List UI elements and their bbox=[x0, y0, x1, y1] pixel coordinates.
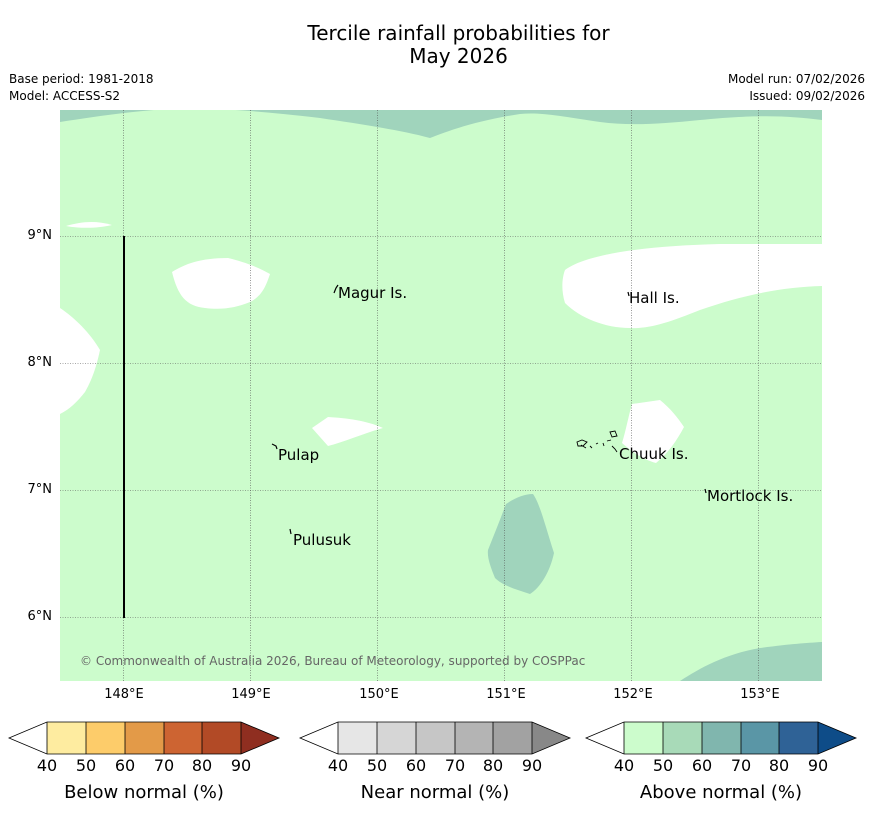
no-signal-hall-area bbox=[562, 244, 822, 329]
below-swatch-80-90 bbox=[202, 722, 241, 754]
issued-date: Issued: 09/02/2026 bbox=[749, 89, 865, 103]
near-swatch-under-40 bbox=[300, 722, 338, 754]
near-swatch-50-60 bbox=[377, 722, 416, 754]
island-pulusuk bbox=[289, 528, 292, 535]
below-normal-label: Below normal (%) bbox=[64, 782, 224, 803]
model-run: Model run: 07/02/2026 bbox=[727, 72, 865, 86]
shade-above-50-60-east-south bbox=[680, 642, 822, 681]
title-line-1: Tercile rainfall probabilities for bbox=[307, 21, 610, 45]
near-tick-70: 70 bbox=[445, 756, 465, 775]
lon-label-150e: 150°E bbox=[359, 687, 399, 702]
lat-label-9n: 9°N bbox=[27, 228, 53, 243]
above-swatch-under-40 bbox=[586, 722, 624, 754]
lat-label-7n: 7°N bbox=[27, 482, 53, 497]
lat-label-8n: 8°N bbox=[27, 355, 53, 370]
legend-below-normal: 40 50 60 70 80 90 Below normal (%) bbox=[7, 721, 281, 803]
above-tick-50: 50 bbox=[653, 756, 673, 775]
below-swatch-40-50 bbox=[47, 722, 86, 754]
no-signal-west-edge bbox=[60, 308, 100, 414]
lon-label-148e: 148°E bbox=[104, 687, 144, 702]
base-period: Base period: 1981-2018 bbox=[9, 72, 154, 86]
no-signal-pulap-area bbox=[312, 417, 383, 446]
below-swatch-over-90 bbox=[241, 722, 279, 754]
near-tick-90: 90 bbox=[522, 756, 542, 775]
map-panel: Magur Is. Hall Is. Pulap Chuuk Is. Mortl… bbox=[60, 110, 822, 681]
above-tick-70: 70 bbox=[731, 756, 751, 775]
place-chuuk: Chuuk Is. bbox=[619, 445, 688, 463]
place-pulusuk: Pulusuk bbox=[293, 531, 351, 549]
shade-above-50-60-central bbox=[487, 494, 554, 594]
island-magur bbox=[333, 284, 339, 294]
place-magur: Magur Is. bbox=[338, 284, 407, 302]
map-title: Tercile rainfall probabilities for May 2… bbox=[0, 22, 873, 68]
chuuk-lagoon-islands bbox=[576, 430, 618, 453]
near-tick-60: 60 bbox=[406, 756, 426, 775]
islands bbox=[271, 284, 707, 535]
near-swatch-80-90 bbox=[493, 722, 532, 754]
probability-field-above-40-50 bbox=[60, 110, 822, 681]
near-swatch-70-80 bbox=[455, 722, 493, 754]
near-tick-50: 50 bbox=[367, 756, 387, 775]
near-swatch-60-70 bbox=[416, 722, 455, 754]
legend: 40 50 60 70 80 90 Below normal (%) 40 50… bbox=[7, 721, 858, 803]
lon-label-149e: 149°E bbox=[231, 687, 271, 702]
near-colorbar-dividers bbox=[337, 722, 533, 754]
title-line-2: May 2026 bbox=[409, 44, 508, 68]
below-tick-90: 90 bbox=[231, 756, 251, 775]
above-tick-90: 90 bbox=[808, 756, 828, 775]
above-swatch-80-90 bbox=[779, 722, 818, 754]
above-tick-80: 80 bbox=[769, 756, 789, 775]
near-swatch-over-90 bbox=[532, 722, 570, 754]
above-tick-60: 60 bbox=[692, 756, 712, 775]
meta-right: Model run: 07/02/2026 Issued: 09/02/2026 bbox=[728, 71, 865, 105]
near-normal-label: Near normal (%) bbox=[361, 782, 510, 803]
below-tick-60: 60 bbox=[115, 756, 135, 775]
no-signal-magur-area bbox=[172, 258, 270, 309]
place-mortlock: Mortlock Is. bbox=[707, 487, 793, 505]
near-swatch-40-50 bbox=[338, 722, 377, 754]
no-signal-northwest-blob bbox=[66, 222, 112, 228]
shade-above-50-60-top bbox=[60, 110, 822, 138]
above-swatch-over-90 bbox=[818, 722, 856, 754]
below-tick-80: 80 bbox=[192, 756, 212, 775]
below-tick-50: 50 bbox=[76, 756, 96, 775]
island-mortlock bbox=[704, 488, 707, 494]
above-colorbar-dividers bbox=[623, 722, 819, 754]
legend-above-normal: 40 50 60 70 80 90 Above normal (%) bbox=[584, 721, 858, 803]
above-swatch-40-50 bbox=[624, 722, 663, 754]
place-hall: Hall Is. bbox=[629, 289, 680, 307]
lon-label-152e: 152°E bbox=[613, 687, 653, 702]
model-name: Model: ACCESS-S2 bbox=[9, 89, 121, 103]
no-signal-chuuk-area bbox=[622, 400, 684, 463]
above-tick-40: 40 bbox=[614, 756, 634, 775]
below-swatch-50-60 bbox=[86, 722, 125, 754]
above-normal-label: Above normal (%) bbox=[640, 782, 802, 803]
below-tick-40: 40 bbox=[37, 756, 57, 775]
map-canvas: Magur Is. Hall Is. Pulap Chuuk Is. Mortl… bbox=[60, 110, 822, 681]
island-pulap bbox=[271, 443, 278, 450]
below-colorbar-dividers bbox=[46, 722, 242, 754]
below-swatch-under-40 bbox=[9, 722, 47, 754]
meta-left: Base period: 1981-2018 Model: ACCESS-S2 bbox=[9, 71, 154, 105]
lon-label-153e: 153°E bbox=[740, 687, 780, 702]
island-hall bbox=[627, 291, 630, 297]
lon-label-151e: 151°E bbox=[486, 687, 526, 702]
copyright-notice: © Commonwealth of Australia 2026, Bureau… bbox=[80, 654, 585, 668]
below-swatch-70-80 bbox=[164, 722, 202, 754]
below-tick-70: 70 bbox=[154, 756, 174, 775]
above-swatch-70-80 bbox=[741, 722, 779, 754]
legend-near-normal: 40 50 60 70 80 90 Near normal (%) bbox=[298, 721, 572, 803]
near-tick-40: 40 bbox=[328, 756, 348, 775]
near-tick-80: 80 bbox=[483, 756, 503, 775]
place-pulap: Pulap bbox=[278, 446, 319, 464]
lat-label-6n: 6°N bbox=[27, 609, 53, 624]
below-swatch-60-70 bbox=[125, 722, 164, 754]
above-swatch-50-60 bbox=[663, 722, 702, 754]
above-swatch-60-70 bbox=[702, 722, 741, 754]
